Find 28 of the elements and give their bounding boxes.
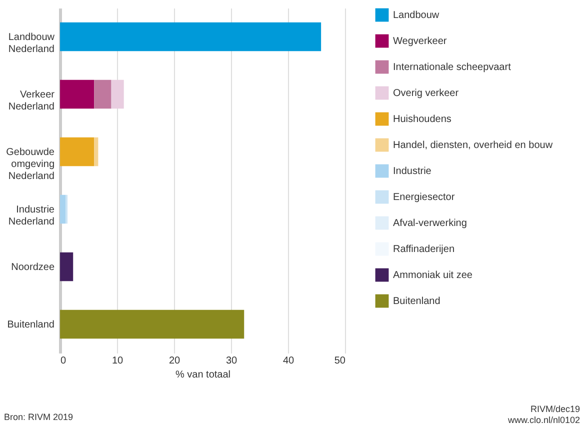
- y-tick-label: Verkeer Nederland: [8, 89, 56, 112]
- legend-label: Energiesector: [393, 192, 456, 203]
- legend-label: Afval-verwerking: [393, 218, 467, 229]
- legend-label: Industrie: [393, 166, 432, 177]
- y-tick-label: Buitenland: [7, 319, 54, 330]
- legend-label: Landbouw: [393, 10, 440, 21]
- x-tick-label: 10: [112, 356, 124, 366]
- x-tick-label: 20: [168, 356, 180, 366]
- legend-label: Wegverkeer: [393, 36, 448, 47]
- y-tick-label: Landbouw Nederland: [8, 32, 56, 55]
- legend-label: Handel, diensten, overheid en bouw: [393, 140, 554, 151]
- text: www.clo.nl/nl0102: [508, 415, 580, 425]
- legend-label: Buitenland: [393, 296, 440, 307]
- legend-label: Internationale scheepvaart: [393, 62, 512, 73]
- legend-label: Raffinaderijen: [393, 244, 455, 255]
- legend-label: Overig verkeer: [393, 88, 460, 99]
- legend-label: Huishoudens: [393, 114, 452, 125]
- y-tick-label: Industrie Nederland: [8, 204, 55, 228]
- y-tick-label: Noordzee: [11, 262, 55, 273]
- x-tick-label: 30: [226, 356, 238, 366]
- legend-label: Ammoniak uit zee: [393, 270, 473, 281]
- x-tick-label: 50: [334, 356, 346, 366]
- text: Bron: RIVM 2019: [4, 412, 74, 422]
- y-tick-label: Gebouwde omgeving Nederland: [6, 146, 55, 182]
- x-tick-label: 40: [282, 356, 294, 366]
- x-axis-title: % van totaal: [175, 370, 231, 380]
- text: RIVM/dec19: [530, 404, 580, 414]
- x-tick-label: 0: [60, 356, 66, 366]
